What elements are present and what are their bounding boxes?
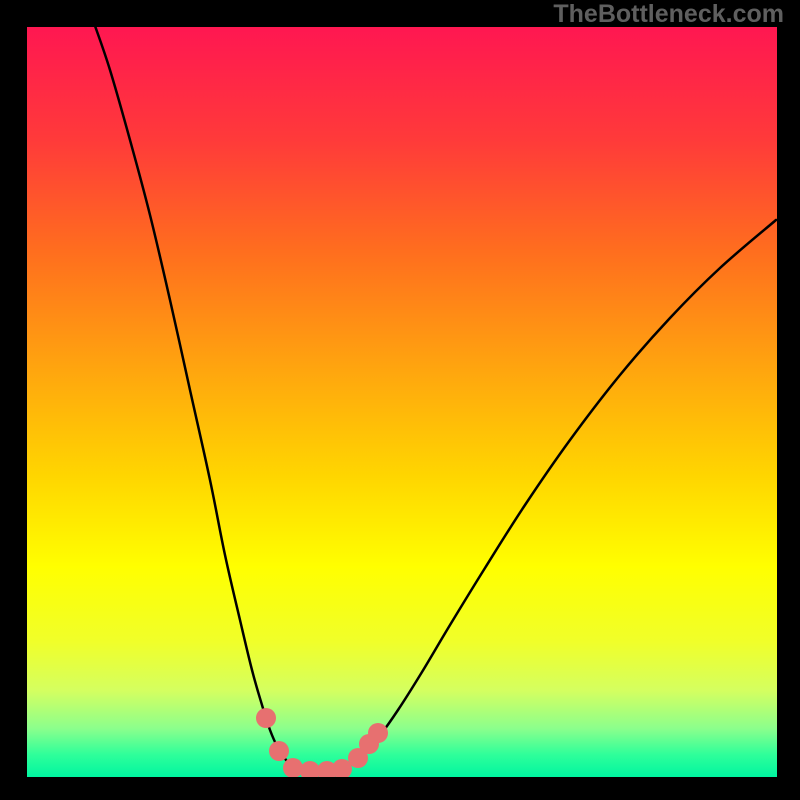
curve-marker <box>269 741 289 761</box>
curve-marker <box>283 758 303 778</box>
plot-background <box>27 27 777 777</box>
chart-svg <box>0 0 800 800</box>
bottleneck-chart: TheBottleneck.com <box>0 0 800 800</box>
curve-marker <box>256 708 276 728</box>
curve-marker <box>368 723 388 743</box>
